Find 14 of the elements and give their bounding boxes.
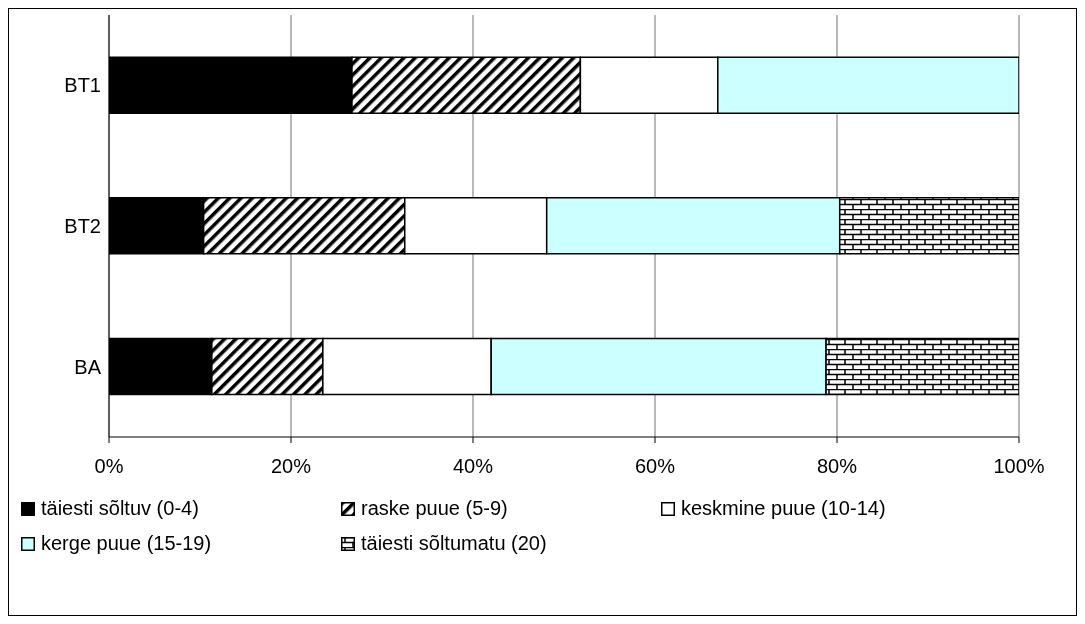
x-tick-label: 0% [94, 455, 124, 478]
x-tick-label: 40% [452, 455, 494, 478]
legend-label: kerge puue (15-19) [41, 532, 212, 555]
legend-label: täiesti sõltumatu (20) [361, 532, 547, 555]
legend-label: keskmine puue (10-14) [681, 497, 886, 520]
legend-label: täiesti sõltuv (0-4) [41, 497, 199, 520]
x-tick-label: 60% [634, 455, 676, 478]
y-tick-label: BA [74, 355, 102, 378]
x-tick-label: 100% [993, 455, 1045, 478]
x-tick-label: 20% [270, 455, 312, 478]
x-tick-label: 80% [816, 455, 858, 478]
y-tick-label: BT1 [64, 74, 101, 97]
y-tick-label: BT2 [64, 215, 101, 238]
legend-label: raske puue (5-9) [361, 497, 508, 520]
